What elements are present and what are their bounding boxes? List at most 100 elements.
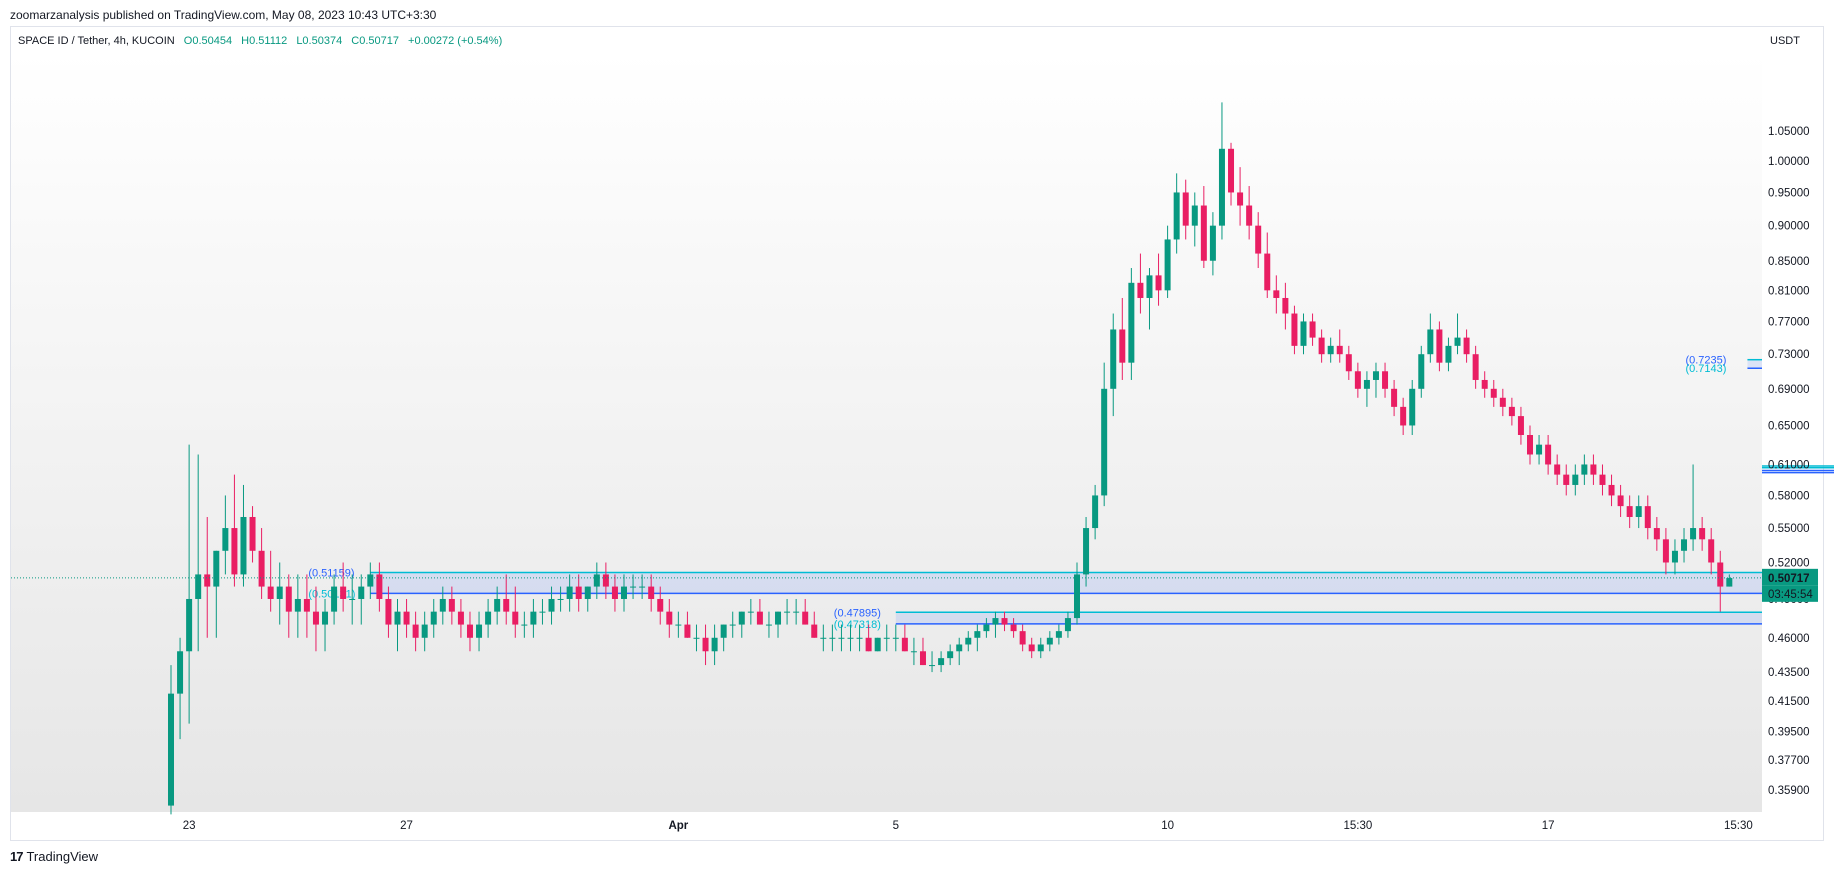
candle-body xyxy=(1064,618,1071,632)
candle-body xyxy=(1092,495,1099,529)
candle xyxy=(639,574,646,599)
price-tick-label: 1.05000 xyxy=(1768,126,1810,138)
candle-body xyxy=(883,637,890,639)
candle-body xyxy=(584,586,591,599)
candle xyxy=(1382,362,1389,398)
time-tick-label: 17 xyxy=(1542,820,1555,832)
candle xyxy=(1273,275,1280,314)
plot-background xyxy=(11,52,1762,812)
candle-body xyxy=(929,665,936,667)
candle-body xyxy=(1155,275,1162,291)
candle xyxy=(1681,528,1688,563)
candle-body xyxy=(403,611,410,625)
candle xyxy=(394,598,401,652)
candle-body xyxy=(639,586,646,588)
candle xyxy=(1246,186,1253,240)
candle xyxy=(1137,253,1144,314)
candle xyxy=(485,598,492,638)
candle xyxy=(847,624,854,652)
candle xyxy=(1599,464,1606,496)
candle xyxy=(1128,268,1135,380)
candle-body xyxy=(1164,239,1171,291)
candle-body xyxy=(521,624,528,626)
candle-body xyxy=(675,624,682,626)
ohlc-open: O0.50454 xyxy=(183,35,233,47)
candle xyxy=(1418,345,1425,398)
candle xyxy=(1436,321,1443,372)
candle xyxy=(403,598,410,638)
candle xyxy=(1463,329,1470,363)
candle-body xyxy=(802,611,809,625)
candle-body xyxy=(1354,371,1361,389)
candle xyxy=(466,611,473,652)
price-tick-label: 0.52000 xyxy=(1768,557,1810,569)
candle-body xyxy=(1074,574,1080,619)
candle-body xyxy=(1119,329,1126,363)
candle xyxy=(1146,268,1153,330)
candle-body xyxy=(1327,345,1334,355)
candle xyxy=(1671,539,1678,575)
candle-body xyxy=(1690,528,1697,540)
candle xyxy=(1218,102,1225,240)
price-chart[interactable]: (0.51159)(0.50131)(0.47895)(0.47318)(0.7… xyxy=(0,0,1834,845)
candle-body xyxy=(267,586,274,599)
candle xyxy=(1182,179,1189,240)
candle-body xyxy=(1644,506,1651,529)
price-tick-label: 0.43500 xyxy=(1768,667,1810,679)
candle-body xyxy=(1282,297,1289,314)
candle-body xyxy=(1083,528,1090,575)
candle xyxy=(1345,345,1352,380)
candle-body xyxy=(1336,345,1343,355)
candle xyxy=(494,586,501,625)
candle-body xyxy=(476,624,483,638)
candle xyxy=(630,574,637,599)
candle xyxy=(584,586,591,612)
zone-1-fill xyxy=(370,572,1762,594)
candle xyxy=(249,506,256,563)
candle xyxy=(1101,362,1108,507)
candle xyxy=(1055,624,1062,645)
candle-body xyxy=(1708,539,1715,563)
candle xyxy=(521,611,528,638)
candle xyxy=(621,574,627,612)
currency-label[interactable]: USDT xyxy=(1770,35,1800,47)
ohlc-low: L0.50374 xyxy=(296,35,343,47)
candle xyxy=(1581,454,1588,485)
footer-branding[interactable]: 17 TradingView xyxy=(10,849,98,864)
candle xyxy=(285,574,292,638)
candle xyxy=(367,562,374,599)
candle-body xyxy=(1726,578,1733,587)
candle-body xyxy=(1237,192,1244,206)
candle xyxy=(1626,495,1633,529)
candle xyxy=(1490,379,1497,407)
candle-body xyxy=(1372,371,1379,380)
candle-body xyxy=(1382,371,1389,389)
candle xyxy=(1164,225,1171,298)
candle-body xyxy=(276,586,283,599)
candle xyxy=(929,651,936,673)
candle xyxy=(1372,362,1379,398)
candle-body xyxy=(231,528,238,575)
candle xyxy=(648,574,655,612)
candle xyxy=(1481,371,1488,398)
symbol-label[interactable]: SPACE ID / Tether, 4h, KUCOIN xyxy=(18,35,175,47)
candle xyxy=(1083,516,1090,587)
candle xyxy=(312,586,319,652)
candle-body xyxy=(340,586,347,599)
candle-body xyxy=(376,574,383,599)
candle xyxy=(1708,528,1715,575)
candle xyxy=(1019,624,1026,652)
price-tick-label: 0.39500 xyxy=(1768,726,1810,738)
candle xyxy=(430,598,437,638)
candle xyxy=(1300,313,1307,355)
candle-body xyxy=(1635,506,1642,517)
candle xyxy=(267,550,274,612)
candle xyxy=(1445,337,1452,372)
candle-body xyxy=(756,611,763,625)
candle xyxy=(1282,282,1289,330)
candle-body xyxy=(312,611,319,625)
price-axis: 1.05000 1.00000 0.95000 0.90000 0.85000 0.810… xyxy=(1762,126,1818,797)
candle xyxy=(168,665,174,815)
time-tick-label: 10 xyxy=(1161,820,1174,832)
candle xyxy=(1173,173,1180,254)
